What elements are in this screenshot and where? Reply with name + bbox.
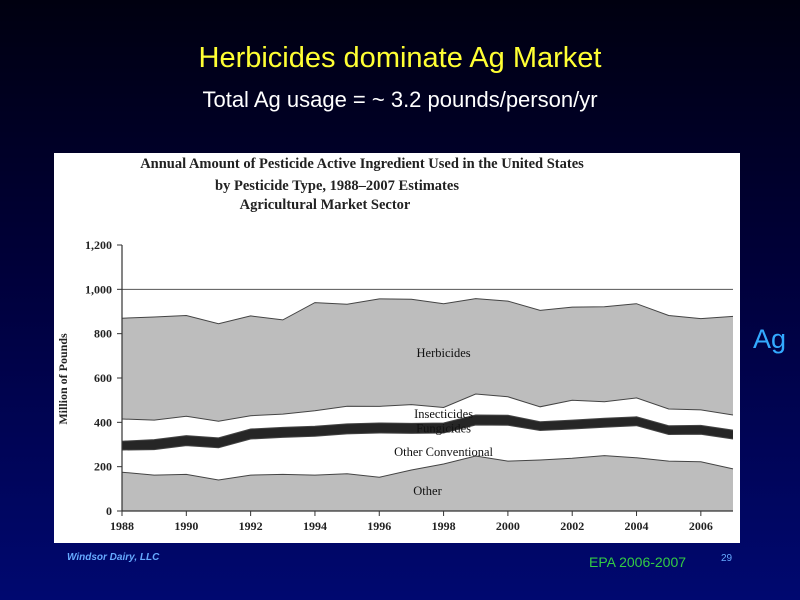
y-tick-label: 0 (106, 504, 112, 518)
area-other-conventional (122, 425, 733, 480)
footer-company: Windsor Dairy, LLC (67, 552, 160, 563)
area-outlines (121, 298, 734, 481)
area-other (122, 455, 733, 511)
area-layers (122, 298, 733, 511)
series-label-herbicides: Herbicides (417, 346, 471, 360)
x-tick-label: 2004 (625, 519, 649, 533)
side-label: Ag (753, 324, 787, 354)
y-tick-label: 400 (94, 415, 112, 429)
footer-source: EPA 2006-2007 (589, 554, 687, 570)
area-fungicides (122, 415, 733, 450)
y-tick-label: 200 (94, 460, 112, 474)
x-tick-label: 1990 (174, 519, 198, 533)
x-tick-labels: 1988 1990 1992 1994 1996 1998 2000 2002 2004 2006 (110, 519, 713, 533)
chart-title-line-3: Agricultural Market Sector (240, 197, 411, 213)
axes (117, 244, 733, 516)
area-insecticides (122, 394, 733, 442)
page-number: 29 (721, 553, 733, 564)
line-other-conventional-top (121, 424, 734, 451)
x-tick-label: 2006 (689, 519, 713, 533)
x-tick-label: 1994 (303, 519, 327, 533)
area-chart: Annual Amount of Pesticide Active Ingred… (56, 156, 734, 533)
y-tick-label: 1,200 (85, 238, 112, 252)
x-tick-label: 2000 (496, 519, 520, 533)
chart-title-line-1: Annual Amount of Pesticide Active Ingred… (140, 156, 584, 172)
series-label-fungicides: Fungicides (416, 421, 471, 435)
series-label-other: Other (413, 484, 442, 498)
slide-title: Herbicides dominate Ag Market (198, 42, 602, 74)
line-other-top (121, 455, 734, 481)
x-tick-label: 1992 (239, 519, 263, 533)
x-tick-label: 1988 (110, 519, 134, 533)
x-tick-label: 1996 (367, 519, 391, 533)
line-herbicides-top (121, 298, 734, 325)
area-herbicides (122, 298, 733, 422)
y-axis-label: Million of Pounds (56, 333, 70, 425)
series-label-insecticides: Insecticides (414, 407, 473, 421)
line-insecticides-top (121, 393, 734, 422)
x-tick-label: 1998 (432, 519, 456, 533)
y-tick-labels: 0 200 400 600 800 1,000 1,200 (85, 238, 112, 518)
y-tick-label: 1,000 (85, 282, 112, 296)
line-fungicides-top (121, 414, 734, 442)
slide-subtitle: Total Ag usage = ~ 3.2 pounds/person/yr (202, 87, 598, 112)
y-tick-label: 800 (94, 327, 112, 341)
chart-panel: Annual Amount of Pesticide Active Ingred… (54, 153, 740, 543)
y-tick-label: 600 (94, 371, 112, 385)
x-tick-label: 2002 (560, 519, 584, 533)
chart-title-line-2: by Pesticide Type, 1988–2007 Estimates (215, 178, 459, 194)
series-label-other-conventional: Other Conventional (394, 445, 493, 459)
